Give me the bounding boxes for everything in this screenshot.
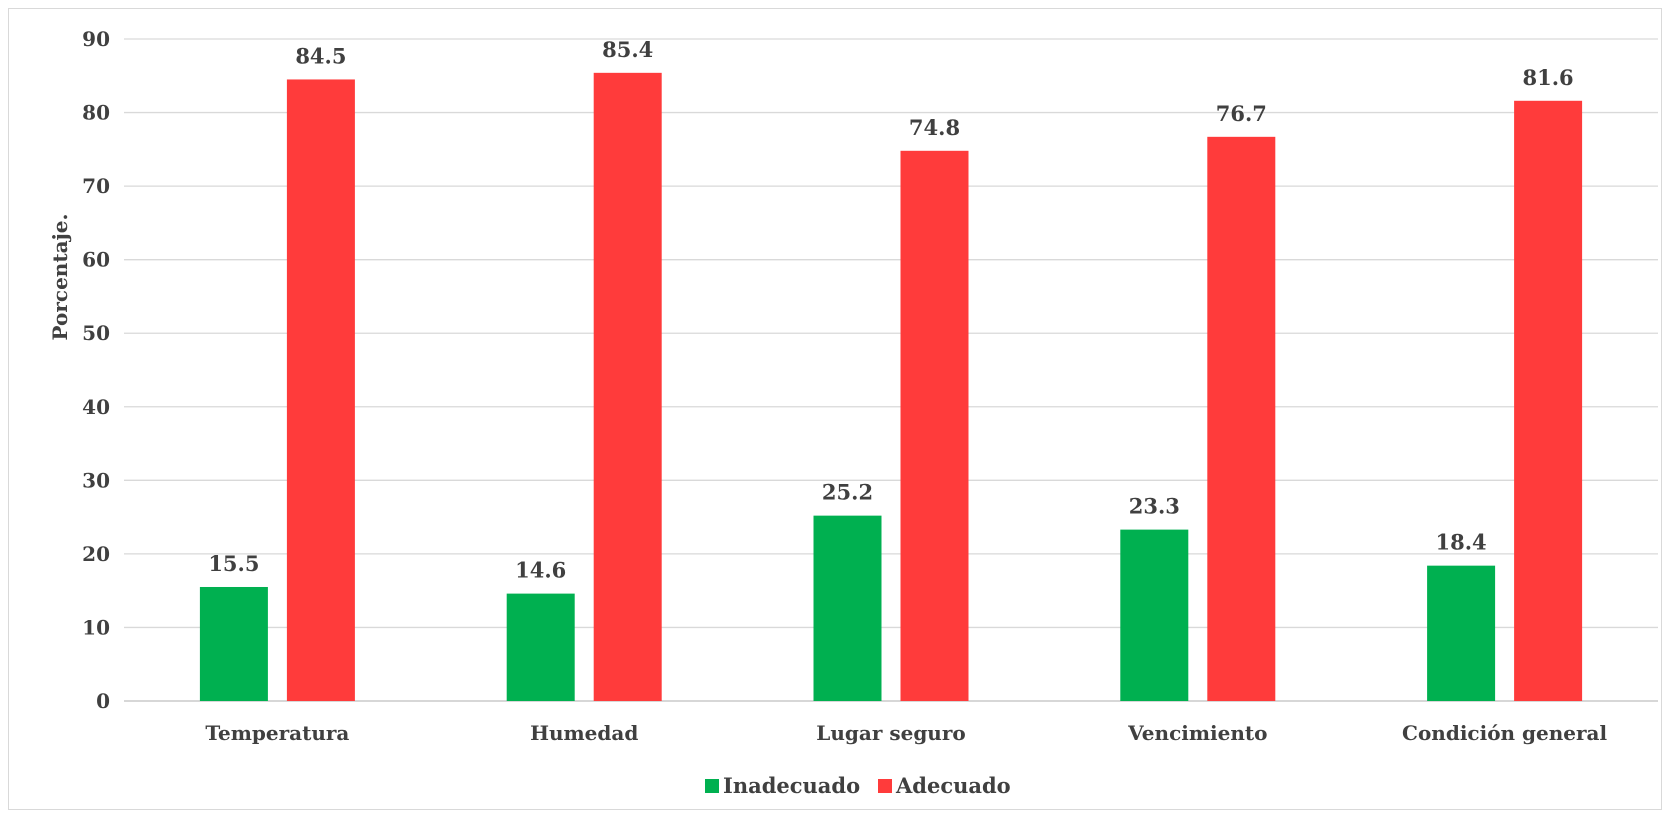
data-label: 25.2 (822, 480, 873, 505)
y-tick-label: 40 (82, 395, 110, 419)
y-tick-label: 60 (82, 248, 110, 272)
bar-inadecuado-1 (199, 586, 268, 701)
y-tick-label: 70 (82, 174, 110, 198)
x-category-label: Lugar seguro (816, 721, 965, 745)
x-category-label: Humedad (530, 721, 638, 745)
bar-adecuado-2 (593, 72, 662, 701)
legend-swatch-adecuado (878, 779, 892, 793)
y-tick-label: 0 (96, 689, 110, 713)
x-category-label: Condición general (1402, 721, 1607, 745)
legend: Inadecuado Adecuado (705, 773, 1011, 798)
bar-inadecuado-2 (506, 593, 575, 701)
y-tick-label: 50 (82, 321, 110, 345)
data-label: 14.6 (515, 558, 566, 583)
data-label: 15.5 (208, 551, 259, 576)
data-labels: 15.5 84.5 14.6 85.4 25.2 74.8 23.3 76.7 18.4 81.6 (208, 37, 1573, 583)
legend-label-inadecuado: Inadecuado (723, 773, 860, 798)
y-tick-label: 30 (82, 468, 110, 492)
bar-adecuado-1 (286, 79, 355, 701)
legend-swatch-inadecuado (705, 779, 719, 793)
y-tick-label: 10 (82, 615, 110, 639)
data-label: 84.5 (295, 43, 346, 68)
y-axis-title: Porcentaje. (48, 214, 72, 341)
bar-inadecuado-4 (1120, 529, 1189, 701)
x-category-label: Temperatura (205, 721, 349, 745)
x-category-label: Vencimiento (1127, 721, 1267, 745)
y-tick-label: 90 (82, 27, 110, 51)
x-axis-categories: Temperatura Humedad Lugar seguro Vencimient… (205, 721, 1607, 745)
data-label: 18.4 (1436, 530, 1487, 555)
bar-inadecuado-5 (1427, 565, 1496, 701)
data-label: 74.8 (909, 115, 960, 140)
y-tick-label: 80 (82, 101, 110, 125)
data-label: 23.3 (1129, 494, 1180, 519)
gridlines (124, 38, 1658, 702)
y-axis-ticks: 0 10 20 30 40 50 60 70 80 90 (82, 27, 110, 713)
data-label: 81.6 (1523, 65, 1574, 90)
bar-inadecuado-3 (813, 515, 882, 701)
bars (199, 72, 1583, 702)
bar-adecuado-3 (900, 150, 969, 701)
data-label: 76.7 (1216, 101, 1267, 126)
bar-adecuado-4 (1207, 136, 1276, 702)
data-label: 85.4 (602, 37, 653, 62)
legend-label-adecuado: Adecuado (895, 773, 1011, 798)
bar-adecuado-5 (1514, 100, 1583, 701)
y-tick-label: 20 (82, 542, 110, 566)
